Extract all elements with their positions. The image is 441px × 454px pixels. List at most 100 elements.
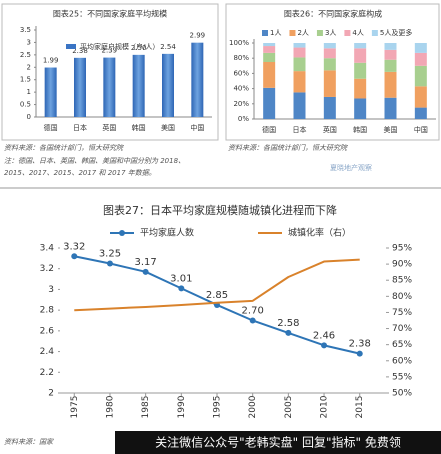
data-label: 3.32 [63,241,85,252]
point [106,260,113,267]
y-tick-label: 100% [229,39,249,47]
y2-tick-label: 50% [392,389,412,399]
y-tick-label: 0% [238,115,249,123]
point [249,317,256,324]
bar-segment [384,59,397,72]
bar-segment [354,43,367,49]
point [142,268,149,275]
x-tick-label: 2010 [320,395,330,418]
source: 资料来源：各国统计部门，恒大研究院 [4,144,124,152]
bar-segment [354,78,367,99]
y-tick-label: 2 [48,389,54,399]
bar-segment [323,43,336,49]
x-tick-label: 1985 [141,396,151,419]
x-tick-label: 日本 [73,123,87,132]
legend-label: 平均家庭户规模（户/人） [80,42,159,51]
legend-marker [119,230,125,236]
y2-tick-label: 80% [392,292,412,302]
y2-tick-label: 85% [392,276,412,286]
bar-segment [263,52,276,62]
data-label: 2.46 [313,330,335,341]
bar [74,57,86,117]
x-tick-label: 德国 [262,125,276,134]
banner [115,431,441,454]
legend-swatch [344,30,351,36]
data-label: 2.38 [72,47,88,55]
y-tick-label: 40% [233,85,249,93]
chart-title: 图表25：不同国家家庭平均规模 [53,9,167,19]
data-label: 2.70 [242,306,264,317]
y2-tick-label: 60% [392,356,412,366]
point [321,342,328,349]
x-tick-label: 2000 [248,395,258,418]
legend-swatch [371,30,378,36]
y-tick-label: 3.2 [40,264,54,274]
bar-segment [384,71,397,98]
bar [162,53,174,117]
y2-tick-label: 65% [392,340,412,350]
y-tick-label: 1.5 [20,76,31,84]
data-label: 3.01 [170,273,192,284]
data-label: 2.50 [131,44,147,52]
data-label: 3.17 [135,257,157,268]
data-label: 1.99 [43,57,59,65]
data-label: 2.54 [160,43,176,51]
x-tick-label: 2005 [284,396,294,419]
x-tick-label: 韩国 [132,123,146,132]
bar-segment [293,57,306,72]
legend-label: 5人及更多 [380,28,412,37]
x-tick-label: 中国 [190,123,204,132]
legend-label: 平均家庭人数 [140,227,194,239]
bar [132,54,145,117]
bar-segment [414,107,427,119]
bar [103,57,116,117]
bar-segment [414,86,427,108]
legend-swatch [66,44,76,49]
bar-segment [354,98,367,119]
y-tick-label: 2.5 [20,51,31,59]
legend-swatch [316,30,323,36]
x-tick-label: 1975 [70,396,80,419]
point [71,253,78,260]
bar-segment [323,70,336,97]
bar-segment [323,96,336,119]
line [74,258,360,312]
y2-tick-label: 95% [392,244,412,254]
bar-segment [263,87,276,119]
bar-segment [354,62,367,79]
y-tick-label: 3 [27,38,31,46]
banner-text: 关注微信公众号"老韩实盘" 回复"指标" 免费领 [155,435,401,450]
bar-segment [384,49,397,60]
legend-label: 城镇化率（右） [288,227,351,239]
data-label: 2.99 [190,32,206,40]
x-tick-label: 英国 [323,125,337,134]
y-tick-label: 3.5 [20,26,31,34]
bar-segment [354,48,367,63]
bar-segment [293,71,306,93]
x-tick-label: 1990 [177,395,187,418]
x-tick-label: 1995 [213,396,223,419]
y-tick-label: 0 [27,113,31,121]
source: 资料来源：国家 [4,438,54,446]
bar-segment [293,43,306,48]
x-tick-label: 韩国 [353,125,367,134]
point [356,350,363,357]
bar-segment [414,65,427,87]
y-tick-label: 3.4 [40,244,55,254]
x-tick-label: 美国 [161,123,175,132]
x-tick-label: 日本 [293,125,307,134]
legend-label: 3人 [325,29,336,37]
chart-title: 图表27：日本平均家庭规模随城镇化进程而下降 [103,203,337,217]
bar [44,67,57,117]
data-label: 2.39 [102,47,118,55]
y2-tick-label: 70% [392,324,412,334]
y2-tick-label: 75% [392,308,412,318]
x-tick-label: 德国 [44,123,58,132]
x-tick-label: 英国 [102,123,116,132]
point [178,285,185,292]
y-tick-label: 0.5 [20,101,31,109]
note: 注：德国、日本、英国、韩国、美国和中国分别为 2018、 [4,157,185,165]
y-tick-label: 20% [233,100,249,108]
data-label: 3.25 [99,249,121,260]
